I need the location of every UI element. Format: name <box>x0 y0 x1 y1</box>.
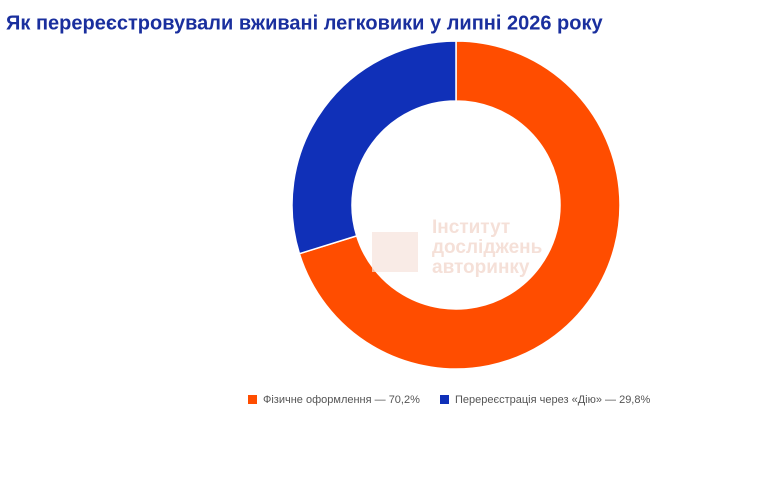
legend: Фізичне оформлення — 70,2% Перереєстрація… <box>248 394 650 406</box>
legend-label: Перереєстрація через «Дію» — 29,8% <box>455 394 650 406</box>
watermark-text: Інститут <box>432 217 510 238</box>
chart-title: Як перереєстровували вживані легковики у… <box>6 12 603 34</box>
watermark-logo <box>372 232 418 272</box>
donut <box>291 40 621 370</box>
watermark-text: авторинку <box>432 257 530 278</box>
legend-label: Фізичне оформлення — 70,2% <box>263 394 420 406</box>
legend-swatch <box>440 395 449 404</box>
watermark-text: досліджень <box>432 237 542 258</box>
slice <box>298 40 621 370</box>
slice <box>291 40 457 255</box>
legend-swatch <box>248 395 257 404</box>
